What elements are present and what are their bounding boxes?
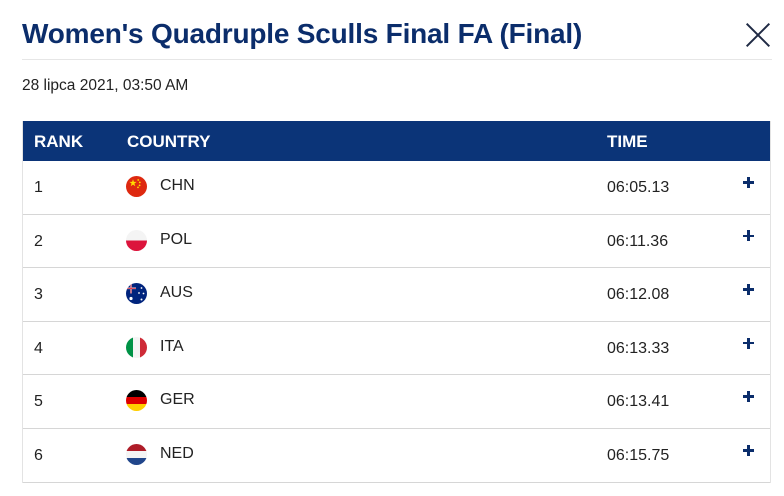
- australia-flag-icon: [126, 283, 147, 305]
- time-cell: 06:13.33: [607, 339, 670, 357]
- table-row[interactable]: 1 CHN 06:05.13: [23, 161, 770, 215]
- column-header-country: COUNTRY: [127, 132, 211, 151]
- modal-header: Women's Quadruple Sculls Final FA (Final…: [0, 0, 784, 60]
- event-datetime: 28 lipca 2021, 03:50 AM: [22, 77, 189, 94]
- expand-plus-icon[interactable]: [741, 335, 759, 353]
- country-cell: AUS: [160, 284, 193, 302]
- netherlands-flag-icon: [126, 443, 147, 465]
- time-cell: 06:15.75: [607, 446, 670, 464]
- rank-cell: 5: [34, 393, 43, 411]
- rank-cell: 1: [34, 179, 43, 196]
- country-cell: CHN: [160, 177, 195, 194]
- poland-flag-icon: [126, 229, 147, 251]
- expand-plus-icon[interactable]: [741, 174, 759, 192]
- rank-cell: 4: [34, 339, 43, 357]
- page-title: Women's Quadruple Sculls Final FA (Final…: [22, 18, 583, 49]
- table-header: RANK COUNTRY TIME: [23, 121, 770, 161]
- time-cell: 06:13.41: [607, 393, 670, 411]
- country-cell: ITA: [160, 337, 184, 355]
- time-cell: 06:05.13: [607, 179, 670, 196]
- table-row[interactable]: 6 NED 06:15.75: [23, 428, 770, 483]
- column-header-time: TIME: [607, 132, 648, 151]
- country-cell: POL: [160, 230, 193, 248]
- rank-cell: 2: [34, 232, 43, 250]
- expand-plus-icon[interactable]: [741, 281, 759, 299]
- table-row[interactable]: 3 AUS 06:12.08: [23, 268, 770, 322]
- expand-plus-icon[interactable]: [741, 228, 759, 246]
- table-row[interactable]: 4 ITA 06:13.33: [23, 321, 770, 376]
- column-header-rank: RANK: [34, 132, 84, 151]
- rank-cell: 3: [34, 286, 43, 304]
- table-row[interactable]: 2 POL 06:11.36: [23, 214, 770, 269]
- china-flag-icon: [126, 176, 147, 197]
- country-cell: NED: [160, 444, 194, 462]
- time-cell: 06:12.08: [607, 286, 670, 304]
- germany-flag-icon: [126, 390, 147, 412]
- expand-plus-icon[interactable]: [741, 388, 759, 406]
- italy-flag-icon: [126, 336, 147, 358]
- close-icon[interactable]: [745, 22, 771, 48]
- rank-cell: 6: [34, 446, 43, 464]
- results-table: RANK COUNTRY TIME 1 CHN 06:05.13 2 POL 0…: [22, 121, 771, 483]
- time-cell: 06:11.36: [607, 232, 669, 250]
- table-row[interactable]: 5 GER 06:13.41: [23, 375, 770, 429]
- header-divider: [22, 59, 772, 60]
- country-cell: GER: [160, 391, 195, 409]
- expand-plus-icon[interactable]: [741, 442, 759, 460]
